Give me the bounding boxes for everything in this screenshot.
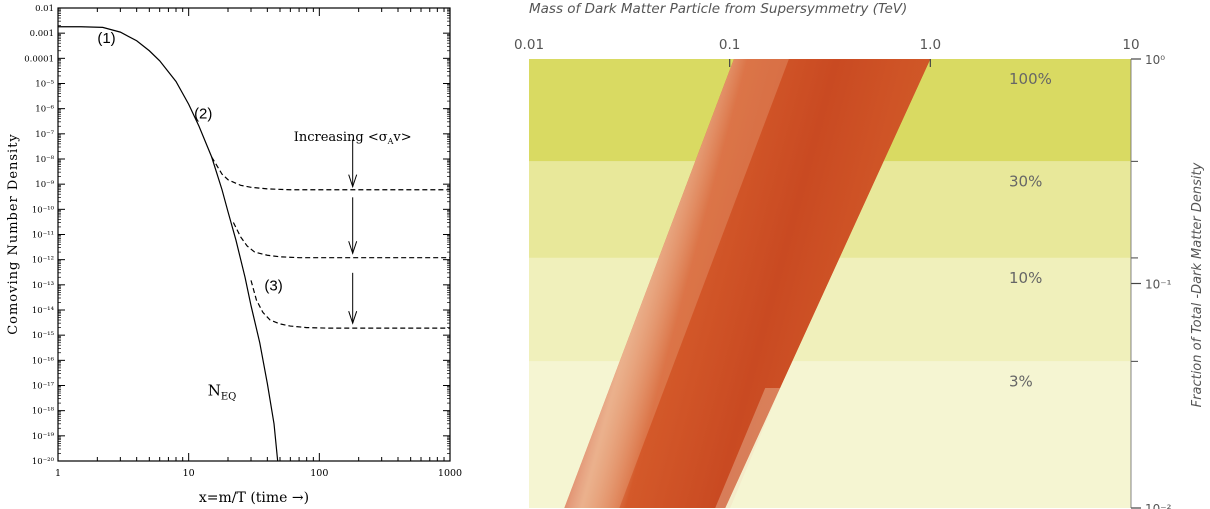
allowed-region-edge-fade <box>715 388 781 508</box>
band-label-2: 30% <box>1009 172 1042 190</box>
left-y-tick-label: 10⁻¹⁵ <box>32 331 55 341</box>
left-x-axis-label: x=m/T (time →) <box>199 490 309 506</box>
left-y-tick-label: 10⁻⁵ <box>35 80 54 90</box>
left-y-axis-label: Comoving Number Density <box>6 133 21 335</box>
increasing-cross-section-label: Increasing <σAv> <box>294 130 412 146</box>
equilibrium-label: NEQ <box>208 382 237 403</box>
left-y-tick-label: 10⁻²⁰ <box>32 457 55 467</box>
left-x-tick-label: 1000 <box>438 468 462 479</box>
region-1-label: (1) <box>97 30 115 47</box>
down-arrow-head-1 <box>348 174 358 189</box>
right-y-tick-label: 10⁻¹ <box>1145 278 1172 292</box>
allowed-mass-region-shading <box>564 59 931 508</box>
left-y-tick-label: 10⁻¹³ <box>32 281 54 291</box>
left-annotation-layer: (1) (2) (3) Increasing <σAv> NEQ <box>97 30 411 402</box>
right-y-tick-label: 10⁻² <box>1145 502 1172 509</box>
down-arrow-head-3 <box>348 311 358 325</box>
left-plot-frame <box>57 7 451 462</box>
left-x-tick-label: 100 <box>310 468 328 479</box>
left-y-tick-label: 10⁻¹⁶ <box>32 356 55 366</box>
right-x-tick-label: 0.1 <box>719 37 740 53</box>
left-y-tick-label: 10⁻⁹ <box>35 180 54 190</box>
right-y-axis-label: Fraction of Total -Dark Matter Density <box>1190 162 1205 407</box>
left-y-tick-label: 10⁻¹⁹ <box>32 432 55 442</box>
band-label-1: 100% <box>1009 70 1052 88</box>
band-label-4: 3% <box>1009 372 1033 390</box>
right-ticks-layer: 100% 30% 10% 3% 0.01 0.1 1.0 10 10⁰ 10⁻¹ 10⁻² <box>514 37 1172 509</box>
dark-matter-mass-chart: 100% 30% 10% 3% 0.01 0.1 1.0 10 10⁰ 10⁻¹ 10⁻² Mass… <box>514 1 1205 509</box>
freeze-out-line-1 <box>211 156 450 191</box>
left-y-tick-label: 10⁻⁷ <box>35 130 54 140</box>
right-x-tick-label: 0.01 <box>514 37 544 53</box>
left-x-tick-label: 10 <box>183 468 195 479</box>
left-y-tick-label: 10⁻⁶ <box>35 105 54 115</box>
left-y-tick-label: 0.0001 <box>24 54 54 64</box>
left-y-tick-label: 10⁻¹⁴ <box>32 306 55 316</box>
left-y-tick-label: 10⁻¹¹ <box>32 231 54 241</box>
right-x-tick-label: 1.0 <box>920 37 941 53</box>
right-y-tick-label: 10⁰ <box>1145 53 1165 67</box>
equilibrium-density-line <box>58 26 279 462</box>
relic-density-chart: 1 10 100 1000 0.01 0.001 0.0001 10⁻⁵ 10⁻⁶ 10⁻⁷ 10⁻… <box>6 4 462 506</box>
left-grid-layer: 1 10 100 1000 0.01 0.001 0.0001 10⁻⁵ 10⁻⁶ 10⁻⁷ 10⁻… <box>24 4 462 479</box>
region-2-label: (2) <box>194 106 212 123</box>
freeze-out-line-2 <box>232 222 450 259</box>
left-y-tick-label: 0.01 <box>35 4 54 14</box>
left-series-layer <box>58 26 450 462</box>
left-y-tick-label: 10⁻⁸ <box>35 155 54 165</box>
left-y-tick-label: 0.001 <box>30 29 54 39</box>
left-y-tick-label: 10⁻¹⁷ <box>32 382 55 392</box>
right-chart-title: Mass of Dark Matter Particle from Supers… <box>529 1 907 17</box>
right-x-tick-label: 10 <box>1122 37 1139 53</box>
freeze-out-line-3 <box>250 280 450 329</box>
right-region-layer <box>564 59 931 508</box>
region-3-label: (3) <box>264 277 282 294</box>
left-y-tick-label: 10⁻¹⁸ <box>32 407 55 417</box>
left-y-tick-label: 10⁻¹² <box>32 256 54 266</box>
down-arrow-head-2 <box>348 241 358 255</box>
band-label-3: 10% <box>1009 269 1042 287</box>
left-y-tick-label: 10⁻¹⁰ <box>32 205 55 215</box>
allowed-region-edge-glow <box>564 59 789 508</box>
left-x-tick-label: 1 <box>55 468 61 479</box>
